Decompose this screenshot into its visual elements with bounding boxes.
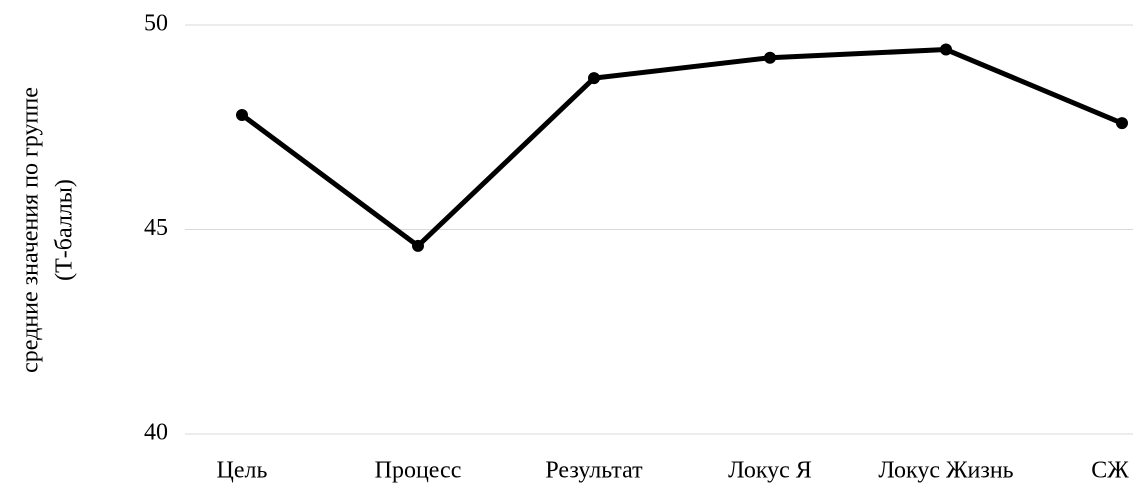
x-tick-label: Локус Жизнь (878, 458, 1013, 484)
y-tick-label: 40 (144, 420, 168, 446)
x-tick-label: Цель (217, 458, 268, 484)
x-tick-label: Локус Я (728, 458, 812, 484)
y-axis-title-line: (Т-баллы) (52, 179, 78, 281)
y-axis-title-line: средние значения по группе (18, 87, 44, 373)
y-tick-label: 45 (144, 215, 168, 241)
y-axis-title: средние значения по группе (Т-баллы) (18, 87, 78, 373)
point (764, 51, 776, 64)
line (240, 47, 1123, 249)
x-tick-label: Результат (545, 458, 643, 484)
y-tick-label: 50 (144, 11, 168, 37)
x-tick-label: СЖ (1091, 458, 1129, 484)
x-tick-label: Процесс (375, 458, 462, 484)
point (412, 239, 424, 252)
point (940, 43, 952, 56)
point (236, 108, 248, 121)
point (588, 72, 600, 85)
point (1116, 117, 1128, 130)
